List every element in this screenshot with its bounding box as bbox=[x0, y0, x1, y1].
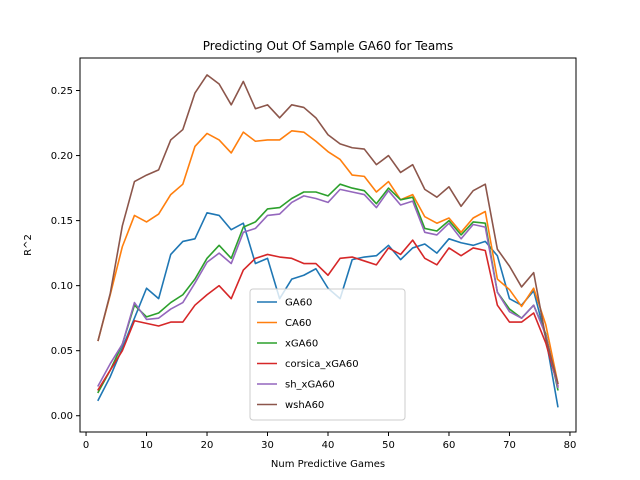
legend-label: sh_xGA60 bbox=[285, 380, 335, 391]
legend-box bbox=[249, 288, 406, 421]
chart-title: Predicting Out Of Sample GA60 for Teams bbox=[203, 39, 453, 53]
y-tick-label: 0.00 bbox=[51, 411, 73, 422]
x-axis-label: Num Predictive Games bbox=[271, 459, 385, 470]
series-layer bbox=[97, 74, 559, 408]
series-line-corsica-xga60 bbox=[97, 239, 559, 391]
x-tick-label: 70 bbox=[503, 440, 516, 451]
x-tick-label: 50 bbox=[382, 440, 395, 451]
legend-label: GA60 bbox=[285, 298, 312, 309]
x-tick-label: 30 bbox=[261, 440, 274, 451]
x-tick-label: 20 bbox=[201, 440, 214, 451]
series-line-sh-xga60 bbox=[97, 188, 559, 389]
y-axis-label: R^2 bbox=[23, 234, 34, 256]
x-tick-label: 10 bbox=[140, 440, 153, 451]
legend-label: CA60 bbox=[285, 318, 312, 329]
x-tick-label: 40 bbox=[322, 440, 335, 451]
series-line-wsha60 bbox=[97, 74, 559, 385]
x-tick-label: 80 bbox=[564, 440, 577, 451]
series-line-xga60 bbox=[97, 183, 559, 394]
series-line-ga60 bbox=[97, 212, 559, 408]
legend-label: corsica_xGA60 bbox=[285, 359, 359, 370]
y-tick-label: 0.10 bbox=[51, 281, 73, 292]
legend-label: xGA60 bbox=[285, 339, 318, 350]
y-tick-label: 0.20 bbox=[51, 151, 73, 162]
legend: GA60 CA60 xGA60 corsica_xGA60 sh_xGA60 wshA60 bbox=[249, 288, 406, 421]
y-tick-label: 0.05 bbox=[51, 346, 73, 357]
series-line-ca60 bbox=[97, 130, 559, 385]
y-tick-label: 0.15 bbox=[51, 216, 73, 227]
legend-label: wshA60 bbox=[285, 400, 324, 411]
x-axis: 0 10 20 30 40 50 60 70 80 bbox=[83, 432, 576, 451]
x-tick-label: 0 bbox=[83, 440, 89, 451]
y-axis: 0.00 0.05 0.10 0.15 0.20 0.25 bbox=[51, 86, 80, 422]
y-tick-label: 0.25 bbox=[51, 86, 73, 97]
x-tick-label: 60 bbox=[443, 440, 456, 451]
